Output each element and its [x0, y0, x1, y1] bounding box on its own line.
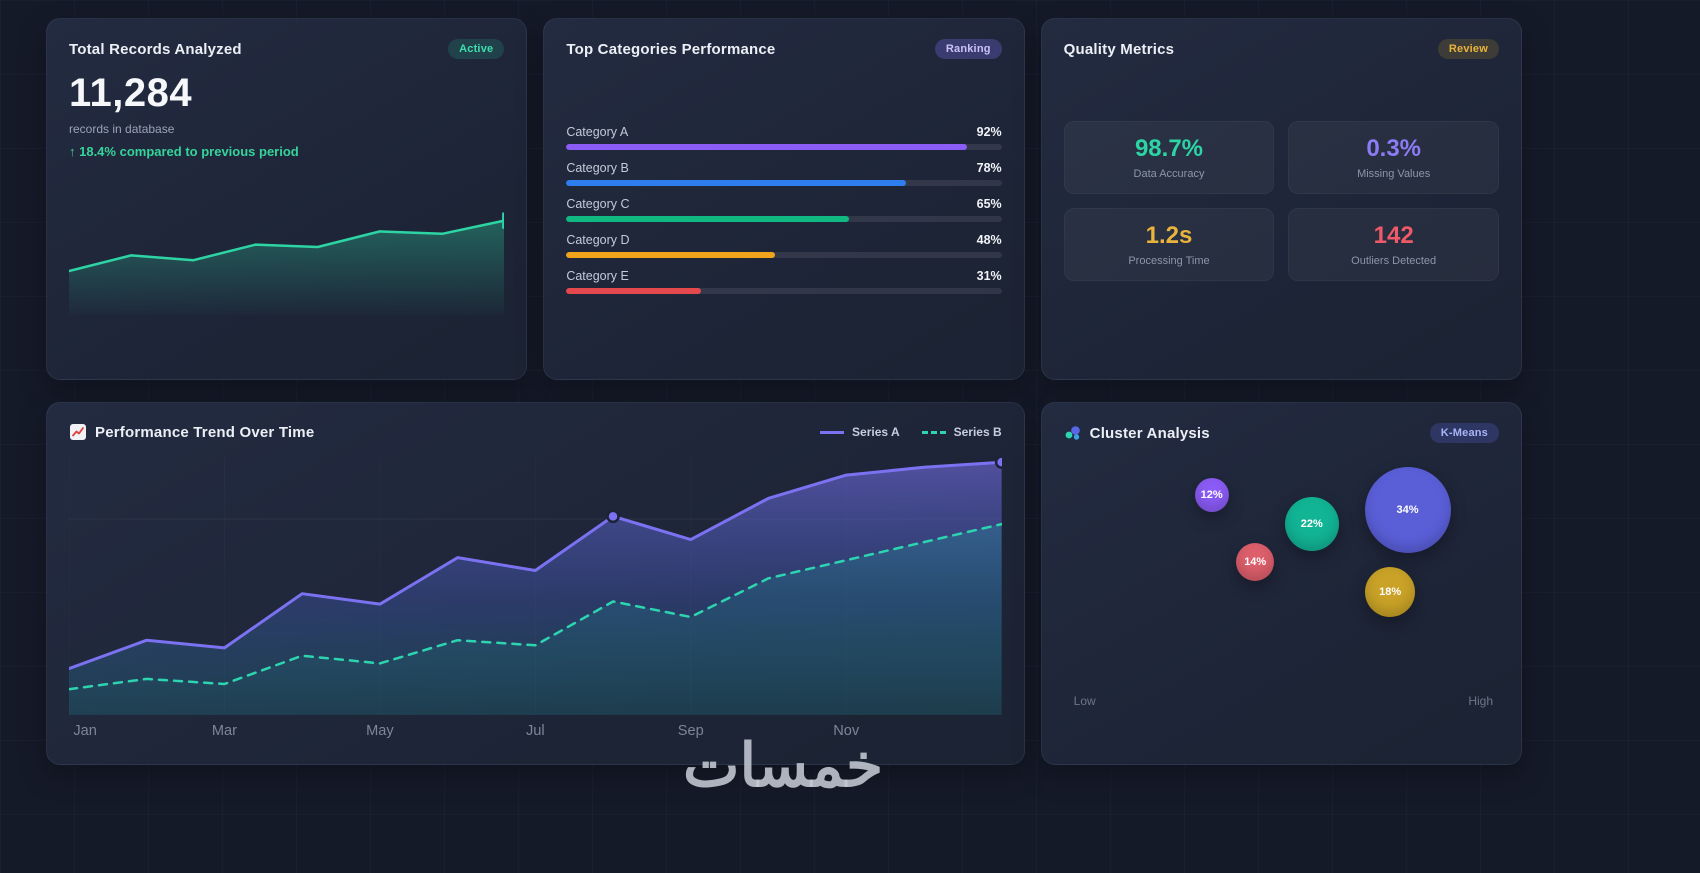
x-tick-label: Jan [73, 723, 97, 739]
legend-swatch [820, 430, 845, 434]
card-title: Cluster Analysis [1064, 424, 1210, 442]
cluster-icon [1064, 424, 1082, 442]
quality-metrics-grid: 98.7% Data Accuracy 0.3% Missing Values 1.2s… [1063, 121, 1499, 281]
category-value: 31% [976, 269, 1002, 283]
card-title: Quality Metrics [1063, 40, 1175, 58]
category-row: Category D 48% [566, 233, 1002, 258]
cluster-bubble: 34% [1364, 466, 1451, 553]
card-header: Quality Metrics Review [1064, 39, 1499, 59]
metric-tile: 0.3% Missing Values [1288, 121, 1499, 194]
category-label: Category C [566, 197, 630, 211]
category-label: Category D [566, 233, 630, 247]
card-header: Performance Trend Over Time Series A Seri… [69, 423, 1002, 441]
category-label: Category A [566, 125, 629, 139]
category-row: Category E 31% [566, 269, 1002, 294]
ranking-badge: Ranking [934, 39, 1002, 59]
metric-value: 98.7% [1134, 135, 1204, 162]
category-bar-track [566, 252, 1002, 258]
metric-label: Missing Values [1357, 168, 1431, 180]
x-tick-label: Sep [678, 723, 704, 739]
category-label: Category E [566, 269, 629, 283]
cluster-bubble: 18% [1365, 566, 1416, 617]
x-tick-label: Jul [526, 723, 545, 739]
category-bar-track [566, 216, 1002, 222]
metric-tile: 142 Outliers Detected [1288, 208, 1499, 281]
review-badge: Review [1437, 39, 1499, 59]
cluster-analysis-card: Cluster Analysis K-Means Low High 12% 22%… [1040, 402, 1522, 765]
bar-labels: Category A 92% [566, 125, 1001, 139]
metric-value: 0.3% [1366, 135, 1422, 162]
legend-item: Series A [820, 425, 900, 439]
metric-value: 142 [1373, 222, 1414, 249]
metric-tile: 1.2s Processing Time [1063, 208, 1275, 281]
metric-label: Processing Time [1128, 255, 1210, 267]
x-axis-low-label: Low [1073, 694, 1096, 708]
watermark: خمسات [682, 732, 884, 799]
trend-title-text: Performance Trend Over Time [95, 423, 315, 441]
category-value: 48% [976, 233, 1002, 247]
total-records-card: Total Records Analyzed Active 11,284 rec… [46, 18, 528, 380]
cluster-title-text: Cluster Analysis [1089, 424, 1210, 442]
card-header: Total Records Analyzed Active [69, 39, 505, 59]
card-title: Top Categories Performance [566, 40, 776, 58]
category-bar-fill [566, 252, 776, 258]
metric-tile: 98.7% Data Accuracy [1063, 121, 1275, 194]
category-row: Category B 78% [566, 161, 1002, 186]
cluster-bubble-chart: Low High 12% 22% 34% 14% 18% [1064, 451, 1499, 744]
cluster-bubble: 12% [1194, 477, 1229, 512]
status-badge: Active [448, 39, 505, 59]
top-categories-card: Top Categories Performance Ranking Categ… [543, 18, 1025, 380]
card-title: Performance Trend Over Time [69, 423, 314, 441]
category-bar-fill [566, 216, 850, 222]
card-title: Total Records Analyzed [69, 40, 242, 58]
cluster-bubble: 14% [1236, 543, 1275, 582]
total-records-value: 11,284 [69, 71, 193, 115]
cluster-bubble: 22% [1284, 497, 1339, 552]
category-value: 78% [976, 161, 1002, 175]
legend-series-name: Series B [953, 425, 1002, 439]
chart-legend: Series A Series B [820, 425, 1002, 439]
delta-indicator: ↑ 18.4% compared to previous period [69, 144, 299, 159]
records-sparkline-chart [69, 212, 505, 315]
category-bar-fill [566, 144, 967, 150]
metric-label: Data Accuracy [1133, 168, 1205, 180]
card-header: Cluster Analysis K-Means [1064, 423, 1499, 443]
category-bar-track [566, 144, 1002, 150]
dashboard: Total Records Analyzed Active 11,284 rec… [46, 18, 1522, 765]
x-tick-label: May [366, 723, 394, 739]
metric-value: 1.2s [1145, 222, 1193, 249]
legend-swatch [921, 430, 946, 434]
performance-trend-chart: Jan Mar May Jul Sep Nov [69, 455, 1002, 739]
performance-trend-card: Performance Trend Over Time Series A Seri… [46, 402, 1025, 765]
category-label: Category B [566, 161, 629, 175]
category-value: 92% [976, 125, 1002, 139]
category-row: Category A 92% [566, 125, 1002, 150]
bar-labels: Category D 48% [566, 233, 1001, 247]
records-subtitle: records in database [69, 122, 175, 136]
bar-labels: Category E 31% [566, 269, 1001, 283]
category-bar-track [566, 288, 1002, 294]
bar-labels: Category C 65% [566, 197, 1001, 211]
metric-label: Outliers Detected [1351, 255, 1437, 267]
category-row: Category C 65% [566, 197, 1002, 222]
category-bar-track [566, 180, 1002, 186]
x-tick-label: Mar [212, 723, 237, 739]
card-header: Top Categories Performance Ranking [566, 39, 1002, 59]
kmeans-badge: K-Means [1429, 423, 1499, 443]
category-bar-fill [566, 180, 906, 186]
legend-item: Series B [921, 425, 1002, 439]
category-bar-fill [566, 288, 702, 294]
category-value: 65% [976, 197, 1002, 211]
category-bars-chart: Category A 92% Category B 78% Category C 65% C… [566, 125, 1002, 294]
trend-chart-icon [69, 423, 87, 441]
x-tick-label: Nov [833, 723, 860, 739]
bar-labels: Category B 78% [566, 161, 1001, 175]
quality-metrics-card: Quality Metrics Review 98.7% Data Accurac… [1040, 18, 1522, 380]
legend-series-name: Series A [852, 425, 900, 439]
x-axis-high-label: High [1468, 694, 1493, 708]
